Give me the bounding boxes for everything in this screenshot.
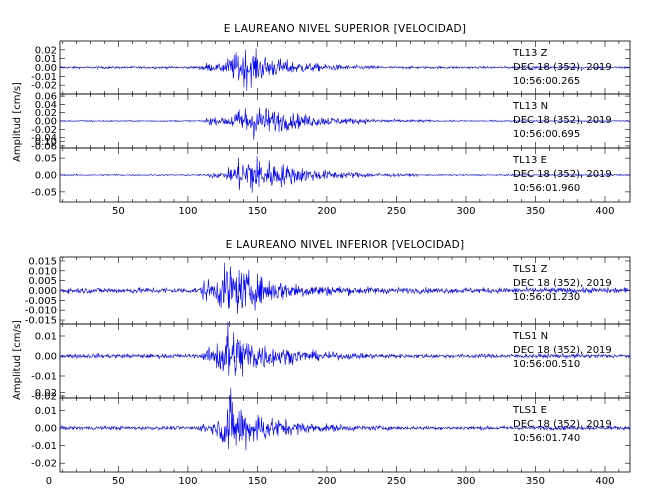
x-tick-label: 50 — [112, 476, 125, 487]
y-tick-label: -0.06 — [31, 141, 57, 152]
x-tick-label: 300 — [456, 476, 475, 487]
waveform-trace — [59, 387, 631, 451]
x-tick-label: 50 — [112, 206, 125, 217]
y-tick-label: 0.01 — [35, 332, 57, 343]
trace-channel-label: TL13 E — [512, 155, 547, 166]
y-tick-label: 0.05 — [35, 154, 57, 165]
panel-frame — [59, 397, 631, 473]
y-tick-label: -0.005 — [25, 296, 57, 307]
trace-channel-label: TLS1 N — [512, 331, 548, 342]
x-tick-label: 200 — [317, 206, 336, 217]
y-tick-label: -0.02 — [31, 392, 57, 403]
y-tick-label: 0.01 — [35, 406, 57, 417]
trace-channel-label: TL13 N — [512, 101, 548, 112]
x-tick-label: 400 — [595, 206, 614, 217]
y-tick-label: 0.00 — [35, 117, 57, 128]
y-axis-label-inferior: Amplitud [cm/s] — [12, 320, 23, 400]
y-tick-label: 0.00 — [35, 171, 57, 182]
trace-date-label: DEC 18 (352), 2019 — [513, 278, 612, 289]
x-tick-label: 200 — [317, 476, 336, 487]
y-tick-label: -0.02 — [31, 81, 57, 92]
y-tick-label: 0.00 — [35, 63, 57, 74]
y-tick-label: -0.01 — [31, 372, 57, 383]
y-tick-label: -0.02 — [31, 459, 57, 470]
trace-time-label: 10:56:01.230 — [513, 292, 580, 303]
y-tick-label: -0.04 — [31, 133, 57, 144]
x-tick-label: 250 — [387, 206, 406, 217]
y-tick-label: 0.00 — [35, 352, 57, 363]
y-tick-label: 0.04 — [35, 100, 57, 111]
y-tick-label: 0.02 — [35, 388, 57, 399]
y-axis-label-superior: Amplitud [cm/s] — [12, 82, 23, 162]
panels-inferior: 0.0150.0100.0050.000-0.005-0.010-0.015TL… — [25, 256, 631, 487]
trace-channel-label: TLS1 Z — [512, 264, 548, 275]
x-tick-label: 300 — [456, 206, 475, 217]
waveform-trace — [59, 48, 631, 91]
trace-time-label: 10:56:00.265 — [513, 76, 580, 87]
y-tick-label: 0.00 — [35, 423, 57, 434]
y-tick-label: 0.02 — [35, 45, 57, 56]
y-tick-label: -0.01 — [31, 72, 57, 83]
trace-channel-label: TL13 Z — [512, 48, 548, 59]
trace-panel: 0.01 0.00 -0.01 -0.02 TLS1 N DEC 18 (352), 20… — [31, 321, 631, 403]
trace-date-label: DEC 18 (352), 2019 — [513, 419, 612, 430]
x-tick-label: 150 — [248, 206, 267, 217]
y-tick-label: 0.005 — [28, 276, 57, 287]
trace-panel: 0.02 0.01 0.00 -0.01 -0.02 TLS1 E DEC 18 (352)… — [31, 387, 631, 473]
chart-title-superior: E LAUREANO NIVEL SUPERIOR [VELOCIDAD] — [224, 23, 467, 35]
trace-panel: 0.10 0.05 0.00 -0.05 TL13 E DEC 18 (352), 201… — [31, 137, 631, 203]
waveform-trace — [59, 262, 630, 314]
x-tick-label: 100 — [178, 206, 197, 217]
chart-inferior: E LAUREANO NIVEL INFERIOR [VELOCIDAD] Am… — [12, 239, 631, 487]
trace-time-label: 10:56:00.695 — [513, 129, 580, 140]
chart-title-inferior: E LAUREANO NIVEL INFERIOR [VELOCIDAD] — [226, 239, 465, 251]
y-tick-label: 0.000 — [28, 286, 57, 297]
trace-time-label: 10:56:01.740 — [513, 433, 580, 444]
y-tick-label: -0.010 — [25, 306, 57, 317]
trace-time-label: 10:56:00.510 — [513, 359, 580, 370]
x-tick-label: 100 — [178, 476, 197, 487]
trace-date-label: DEC 18 (352), 2019 — [513, 169, 612, 180]
x-tick-label: 150 — [248, 476, 267, 487]
trace-date-label: DEC 18 (352), 2019 — [513, 115, 612, 126]
x-tick-label: 400 — [595, 476, 614, 487]
trace-date-label: DEC 18 (352), 2019 — [513, 62, 612, 73]
x-tick-label: 350 — [526, 206, 545, 217]
y-tick-label: 0.015 — [28, 256, 57, 267]
y-tick-label: -0.015 — [25, 316, 57, 327]
waveform-trace — [59, 321, 631, 377]
waveform-trace — [60, 107, 630, 140]
y-tick-label: -0.01 — [31, 441, 57, 452]
chart-superior: E LAUREANO NIVEL SUPERIOR [VELOCIDAD] Am… — [12, 23, 631, 217]
trace-channel-label: TLS1 E — [512, 405, 547, 416]
y-tick-label: 0.010 — [28, 266, 57, 277]
x-tick-label: 0 — [46, 476, 52, 487]
y-tick-label: 0.10 — [35, 137, 57, 148]
trace-date-label: DEC 18 (352), 2019 — [513, 345, 612, 356]
trace-time-label: 10:56:01.960 — [513, 183, 580, 194]
x-tick-label: 350 — [526, 476, 545, 487]
y-tick-label: 0.01 — [35, 54, 57, 65]
y-tick-label: -0.05 — [31, 187, 57, 198]
y-tick-label: 0.02 — [35, 108, 57, 119]
waveform-trace — [59, 155, 630, 193]
x-tick-label: 250 — [387, 476, 406, 487]
trace-panel: 0.020.010.00-0.01-0.02 TL13 Z DEC 18 (352)… — [31, 40, 631, 95]
y-tick-label: 0.06 — [35, 92, 57, 103]
y-tick-label: -0.02 — [31, 125, 57, 136]
